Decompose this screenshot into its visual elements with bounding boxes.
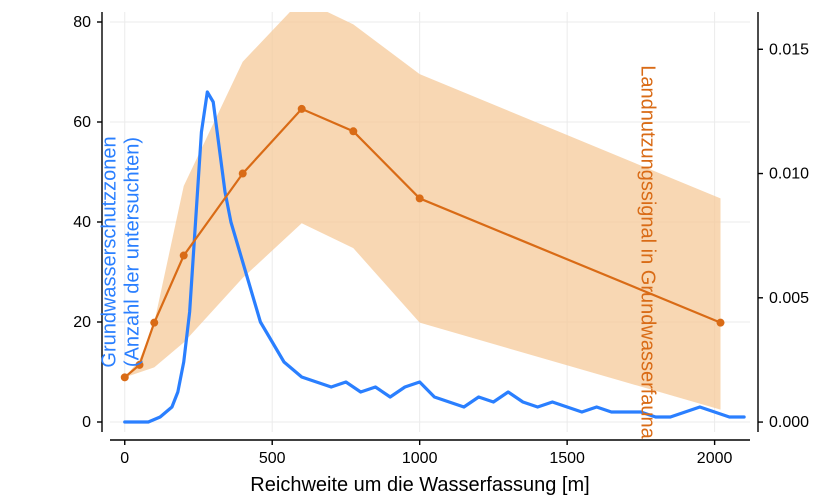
svg-text:60: 60 (73, 114, 91, 131)
x-axis-label: Reichweite um die Wasserfassung [m] (250, 474, 589, 497)
dual-axis-chart: 0 500 1000 1500 2000 0 20 40 60 80 0.000 0.005 0.010… (0, 0, 840, 503)
svg-text:0: 0 (120, 450, 129, 467)
y-axis-right-label: Landnutzungssignal in Grundwasserfauna (636, 65, 659, 439)
svg-text:0: 0 (82, 414, 91, 431)
svg-text:80: 80 (73, 14, 91, 31)
svg-text:0.005: 0.005 (769, 290, 809, 307)
svg-text:2000: 2000 (697, 450, 733, 467)
svg-text:20: 20 (73, 314, 91, 331)
svg-text:0.015: 0.015 (769, 41, 809, 58)
y-axis-left-label: Grundwasserschutzzonen (Anzahl der unter… (99, 136, 145, 367)
svg-text:500: 500 (259, 450, 286, 467)
svg-text:0.000: 0.000 (769, 414, 809, 431)
svg-text:1500: 1500 (549, 450, 585, 467)
svg-text:1000: 1000 (402, 450, 438, 467)
svg-text:0.010: 0.010 (769, 166, 809, 183)
svg-text:40: 40 (73, 214, 91, 231)
